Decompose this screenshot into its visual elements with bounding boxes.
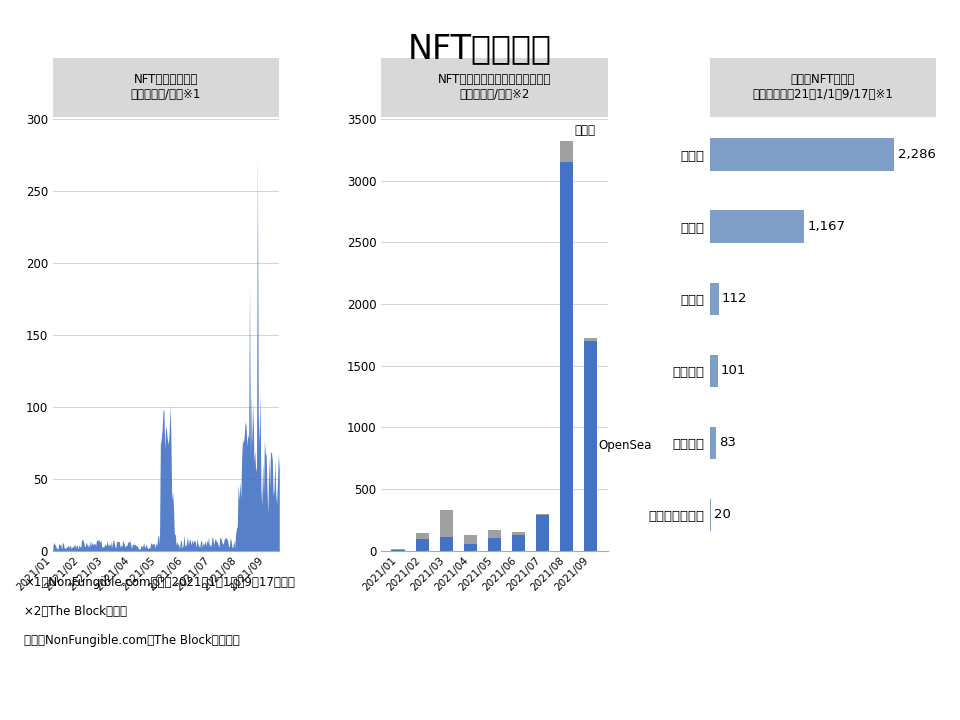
- Bar: [536, 515, 549, 551]
- Bar: [709, 282, 719, 315]
- Text: 112: 112: [722, 292, 747, 305]
- Bar: [488, 539, 501, 551]
- Bar: [560, 162, 573, 551]
- Text: 分野別NFT販売額
（百万ドル、21年1/1～9/17）※1: 分野別NFT販売額 （百万ドル、21年1/1～9/17）※1: [753, 73, 893, 101]
- Bar: [709, 499, 711, 531]
- Bar: [709, 427, 716, 459]
- Text: OpenSea: OpenSea: [598, 439, 652, 452]
- Text: 101: 101: [721, 364, 746, 377]
- Text: NFTマーケットプレイス別取引高
（百万ドル/月）※2: NFTマーケットプレイス別取引高 （百万ドル/月）※2: [438, 73, 551, 101]
- Text: 資料：NonFungible.com、The Blockより作成: 資料：NonFungible.com、The Blockより作成: [24, 634, 240, 647]
- Bar: [709, 138, 895, 171]
- Text: 1,167: 1,167: [807, 220, 845, 233]
- Text: NFT販売額の推移
（百万ドル/日）※1: NFT販売額の推移 （百万ドル/日）※1: [131, 73, 202, 101]
- Text: その他: その他: [574, 125, 595, 138]
- Text: 2,286: 2,286: [898, 148, 936, 161]
- Text: NFT市場動向: NFT市場動向: [408, 32, 552, 66]
- Text: ×2：The Block　より: ×2：The Block より: [24, 605, 127, 618]
- Bar: [584, 341, 597, 551]
- Bar: [709, 210, 804, 243]
- Text: 83: 83: [719, 436, 736, 449]
- Bar: [536, 514, 549, 515]
- Bar: [560, 141, 573, 162]
- Bar: [512, 532, 525, 535]
- Bar: [440, 510, 453, 537]
- Bar: [392, 550, 405, 551]
- Bar: [488, 531, 501, 539]
- Bar: [584, 338, 597, 341]
- Text: 20: 20: [714, 508, 732, 521]
- Text: ×1：NonFungible.comより、2021年1月1日～9月17日まで: ×1：NonFungible.comより、2021年1月1日～9月17日まで: [24, 576, 295, 589]
- Bar: [416, 533, 429, 539]
- Bar: [512, 535, 525, 551]
- Bar: [416, 539, 429, 551]
- Bar: [440, 537, 453, 551]
- Bar: [464, 544, 477, 551]
- Bar: [709, 355, 718, 387]
- Bar: [464, 535, 477, 544]
